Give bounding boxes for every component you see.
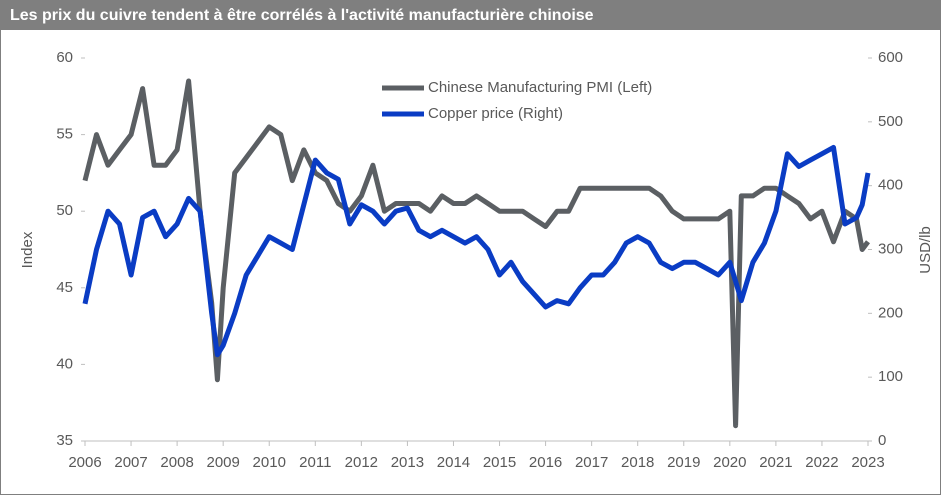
y2-tick-label: 300 — [878, 240, 903, 257]
x-tick-label: 2016 — [529, 454, 562, 471]
x-tick-label: 2018 — [621, 454, 654, 471]
series-line — [82, 144, 871, 358]
x-tick-label: 2013 — [391, 454, 424, 471]
y-tick-label: 50 — [56, 202, 73, 219]
y-tick-label: 55 — [56, 126, 73, 143]
x-tick-label: 2020 — [713, 454, 746, 471]
y-tick-label: 40 — [56, 355, 73, 372]
x-tick-label: 2015 — [483, 454, 516, 471]
x-tick-label: 2007 — [114, 454, 147, 471]
x-tick-label: 2009 — [206, 454, 239, 471]
x-tick-label: 2006 — [68, 454, 101, 471]
y2-axis-label: USD/lb — [917, 226, 934, 274]
series-line — [82, 78, 870, 429]
x-tick-label: 2008 — [160, 454, 193, 471]
y-tick-label: 60 — [56, 49, 73, 66]
x-tick-label: 2022 — [805, 454, 838, 471]
x-tick-label: 2011 — [299, 454, 331, 471]
x-tick-label: 2014 — [437, 454, 470, 471]
y2-tick-label: 0 — [878, 432, 886, 449]
y2-tick-label: 600 — [878, 49, 903, 66]
y2-tick-label: 400 — [878, 177, 903, 194]
title-bar — [0, 0, 941, 30]
x-tick-label: 2017 — [575, 454, 608, 471]
y-tick-label: 45 — [56, 279, 73, 296]
legend-label: Chinese Manufacturing PMI (Left) — [428, 79, 652, 96]
x-tick-label: 2023 — [851, 454, 884, 471]
y2-tick-label: 100 — [878, 368, 903, 385]
y2-tick-label: 500 — [878, 113, 903, 130]
chart-title: Les prix du cuivre tendent à être corrél… — [10, 7, 594, 24]
y-axis-label: Index — [19, 231, 36, 268]
x-tick-label: 2010 — [253, 454, 286, 471]
y-tick-label: 35 — [56, 432, 73, 449]
x-tick-label: 2012 — [345, 454, 378, 471]
x-tick-label: 2019 — [667, 454, 700, 471]
x-tick-label: 2021 — [759, 454, 792, 471]
y2-tick-label: 200 — [878, 304, 903, 321]
legend-label: Copper price (Right) — [428, 105, 563, 122]
